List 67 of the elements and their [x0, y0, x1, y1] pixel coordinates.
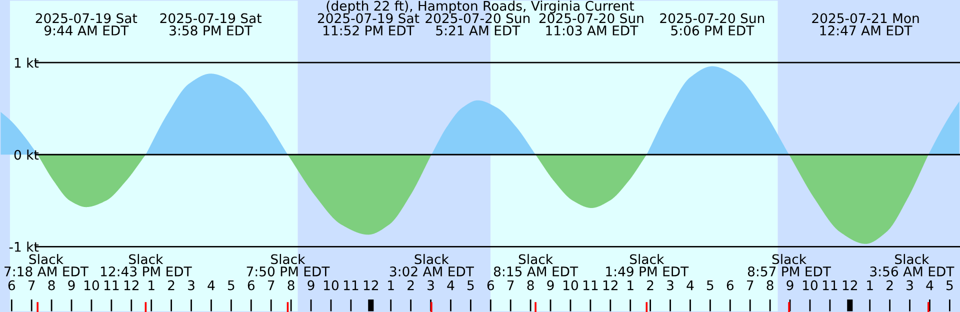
x-tick-label: 4 [447, 280, 454, 290]
y-tick-label: 0 kt [14, 150, 39, 160]
x-tick-label: 6 [487, 280, 494, 290]
x-tick-label: 1 [388, 280, 394, 290]
x-tick-label: 8 [288, 280, 294, 290]
x-tick-label: 3 [906, 280, 913, 290]
x-tick-label: 3 [188, 280, 194, 290]
x-tick-label: 3 [667, 280, 674, 290]
x-tick-label: 5 [468, 280, 474, 290]
annotation: Slack 8:15 AM EDT [494, 254, 578, 276]
x-tick-label: 8 [527, 280, 534, 290]
annotation: 2025-07-19 Sat 11:52 PM EDT [318, 13, 420, 36]
x-tick-label: 12 [603, 280, 618, 290]
x-tick-label: 3 [428, 280, 434, 290]
annotation: 2025-07-20 Sun 5:21 AM EDT [426, 13, 530, 36]
x-tick-label: 1 [867, 280, 873, 290]
annotation: 2025-07-20 Sun 5:06 PM EDT [660, 13, 764, 36]
x-tick-label: 8 [766, 280, 774, 290]
annotation: 2025-07-19 Sat 3:58 PM EDT [160, 13, 262, 36]
x-tick-label: 4 [926, 280, 934, 290]
annotation: Slack 8:57 PM EDT [748, 254, 832, 276]
x-tick-label: 7 [746, 280, 754, 290]
x-tick-label: 11 [583, 280, 598, 290]
x-tick-label: 8 [48, 280, 55, 290]
annotation: 2025-07-21 Mon 12:47 AM EDT [812, 13, 919, 36]
x-tick-label: 4 [686, 280, 694, 290]
x-tick-label: 10 [803, 280, 818, 290]
x-tick-label: 1 [628, 280, 634, 290]
x-tick-label: 12 [842, 280, 857, 290]
annotation: Slack 7:18 AM EDT [4, 254, 89, 276]
annotation: 2025-07-20 Sun 11:03 AM EDT [539, 13, 644, 36]
x-tick-label: 4 [208, 280, 215, 290]
x-tick-label: 7 [28, 280, 35, 290]
x-tick-label: 12 [364, 280, 378, 290]
x-tick-label: 6 [726, 280, 734, 290]
x-tick-label: 6 [8, 280, 16, 290]
x-tick-label: 6 [248, 280, 255, 290]
x-tick-label: 11 [822, 280, 838, 290]
annotation: Slack 12:43 PM EDT [100, 254, 192, 276]
x-tick-label: 10 [324, 280, 338, 290]
x-tick-label: 7 [268, 280, 274, 290]
x-tick-label: 1 [148, 280, 154, 290]
annotation: Slack 3:02 AM EDT [390, 254, 474, 276]
annotation: Slack 7:50 PM EDT [246, 254, 330, 276]
annotation: 2025-07-19 Sat 9:44 AM EDT [36, 13, 138, 36]
x-tick-label: 5 [707, 280, 714, 290]
annotation: Slack 3:56 AM EDT [870, 254, 954, 276]
x-tick-label: 12 [124, 280, 138, 290]
x-tick-label: 9 [547, 280, 554, 290]
y-tick-label: -1 kt [9, 242, 39, 252]
x-tick-label: 9 [786, 280, 794, 290]
y-tick-label: 1 kt [14, 58, 39, 68]
x-tick-label: 7 [507, 280, 514, 290]
x-tick-label: 2 [886, 280, 893, 290]
x-tick-label: 2 [408, 280, 414, 290]
x-tick-label: 5 [228, 280, 234, 290]
x-tick-label: 2 [168, 280, 174, 290]
x-tick-label: 10 [84, 280, 99, 290]
chart-title: (depth 22 ft), Hampton Roads, Virginia Current [326, 0, 634, 14]
x-tick-label: 10 [564, 280, 578, 290]
x-tick-label: 9 [308, 280, 314, 290]
annotation: Slack 1:49 PM EDT [606, 254, 689, 276]
x-tick-label: 11 [104, 280, 119, 290]
x-tick-label: 11 [344, 280, 358, 290]
x-tick-label: 2 [647, 280, 654, 290]
x-tick-label: 5 [946, 280, 953, 290]
x-tick-label: 9 [68, 280, 75, 290]
